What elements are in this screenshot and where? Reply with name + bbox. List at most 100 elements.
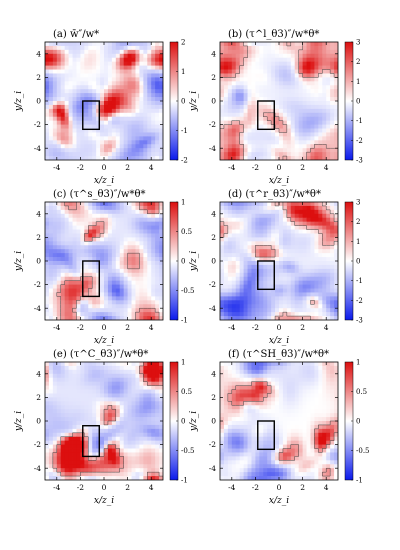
heatmap-cell	[120, 253, 124, 257]
heatmap-cell	[232, 148, 236, 152]
heatmap-cell	[69, 472, 73, 476]
heatmap-cell	[147, 413, 151, 417]
heatmap-cell	[116, 409, 120, 413]
heatmap-cell	[104, 97, 108, 101]
heatmap-cell	[279, 304, 283, 308]
heatmap-cell	[155, 445, 159, 449]
heatmap-cell	[263, 144, 267, 148]
heatmap-cell	[143, 296, 147, 300]
heatmap-cell	[244, 129, 248, 133]
heatmap-cell	[279, 62, 283, 66]
heatmap-cell	[53, 472, 57, 476]
heatmap-cell	[53, 285, 57, 289]
heatmap-cell	[255, 70, 259, 74]
heatmap-cell	[299, 85, 303, 89]
heatmap-cell	[92, 152, 96, 156]
heatmap-cell	[263, 89, 267, 93]
heatmap-cell	[147, 366, 151, 370]
heatmap-cell	[236, 253, 240, 257]
heatmap-cell	[155, 460, 159, 464]
heatmap-cell	[76, 46, 80, 50]
heatmap-cell	[124, 214, 128, 218]
heatmap-cell	[73, 366, 77, 370]
heatmap-cell	[307, 109, 311, 113]
heatmap-cell	[267, 277, 271, 281]
heatmap-cell	[53, 136, 57, 140]
heatmap-cell	[100, 218, 104, 222]
heatmap-cell	[69, 437, 73, 441]
heatmap-cell	[307, 312, 311, 316]
heatmap-cell	[116, 273, 120, 277]
heatmap-cell	[310, 129, 314, 133]
heatmap-cell	[248, 292, 252, 296]
heatmap-cell	[65, 265, 69, 269]
heatmap-cell	[283, 233, 287, 237]
heatmap-cell	[96, 136, 100, 140]
heatmap-cell	[92, 218, 96, 222]
heatmap-cell	[128, 109, 132, 113]
heatmap-cell	[57, 226, 61, 230]
heatmap-cell	[128, 210, 132, 214]
heatmap-cell	[314, 269, 318, 273]
heatmap-cell	[132, 257, 136, 261]
heatmap-cell	[132, 261, 136, 265]
heatmap-cell	[65, 230, 69, 234]
heatmap-cell	[322, 132, 326, 136]
heatmap-cell	[147, 62, 151, 66]
heatmap-cell	[100, 425, 104, 429]
heatmap-cell	[275, 121, 279, 125]
heatmap-cell	[108, 117, 112, 121]
heatmap-cell	[147, 214, 151, 218]
heatmap-cell	[120, 382, 124, 386]
heatmap-cell	[49, 304, 53, 308]
heatmap-cell	[116, 148, 120, 152]
heatmap-cell	[291, 152, 295, 156]
heatmap-cell	[124, 378, 128, 382]
heatmap-cell	[45, 214, 49, 218]
heatmap-cell	[151, 464, 155, 468]
heatmap-cell	[259, 121, 263, 125]
heatmap-cell	[151, 370, 155, 374]
heatmap-cell	[267, 42, 271, 46]
heatmap-cell	[267, 233, 271, 237]
heatmap-cell	[143, 374, 147, 378]
heatmap-cell	[73, 230, 77, 234]
heatmap-cell	[45, 245, 49, 249]
heatmap-cell	[116, 62, 120, 66]
heatmap-cell	[53, 50, 57, 54]
heatmap-cell	[283, 73, 287, 77]
heatmap-cell	[307, 253, 311, 257]
heatmap-cell	[128, 378, 132, 382]
heatmap-cell	[303, 113, 307, 117]
heatmap-cell	[147, 50, 151, 54]
heatmap-cell	[255, 253, 259, 257]
heatmap-cell	[287, 300, 291, 304]
heatmap-cell	[295, 261, 299, 265]
heatmap-cell	[124, 386, 128, 390]
heatmap-cell	[120, 456, 124, 460]
heatmap-cell	[248, 77, 252, 81]
heatmap-cell	[143, 136, 147, 140]
heatmap-cell	[299, 148, 303, 152]
heatmap-cell	[330, 312, 334, 316]
heatmap-cell	[80, 468, 84, 472]
heatmap-cell	[139, 417, 143, 421]
heatmap-cell	[143, 460, 147, 464]
heatmap-cell	[53, 46, 57, 50]
heatmap-cell	[299, 70, 303, 74]
heatmap-cell	[49, 289, 53, 293]
heatmap-cell	[57, 202, 61, 206]
heatmap-cell	[112, 253, 116, 257]
heatmap-cell	[116, 374, 120, 378]
heatmap-cell	[255, 136, 259, 140]
heatmap-cell	[318, 152, 322, 156]
heatmap-cell	[76, 273, 80, 277]
heatmap-cell	[53, 214, 57, 218]
heatmap-cell	[236, 241, 240, 245]
heatmap-cell	[112, 125, 116, 129]
heatmap-cell	[112, 140, 116, 144]
heatmap-cell	[248, 257, 252, 261]
heatmap-cell	[271, 46, 275, 50]
heatmap-cell	[84, 152, 88, 156]
heatmap-cell	[287, 73, 291, 77]
